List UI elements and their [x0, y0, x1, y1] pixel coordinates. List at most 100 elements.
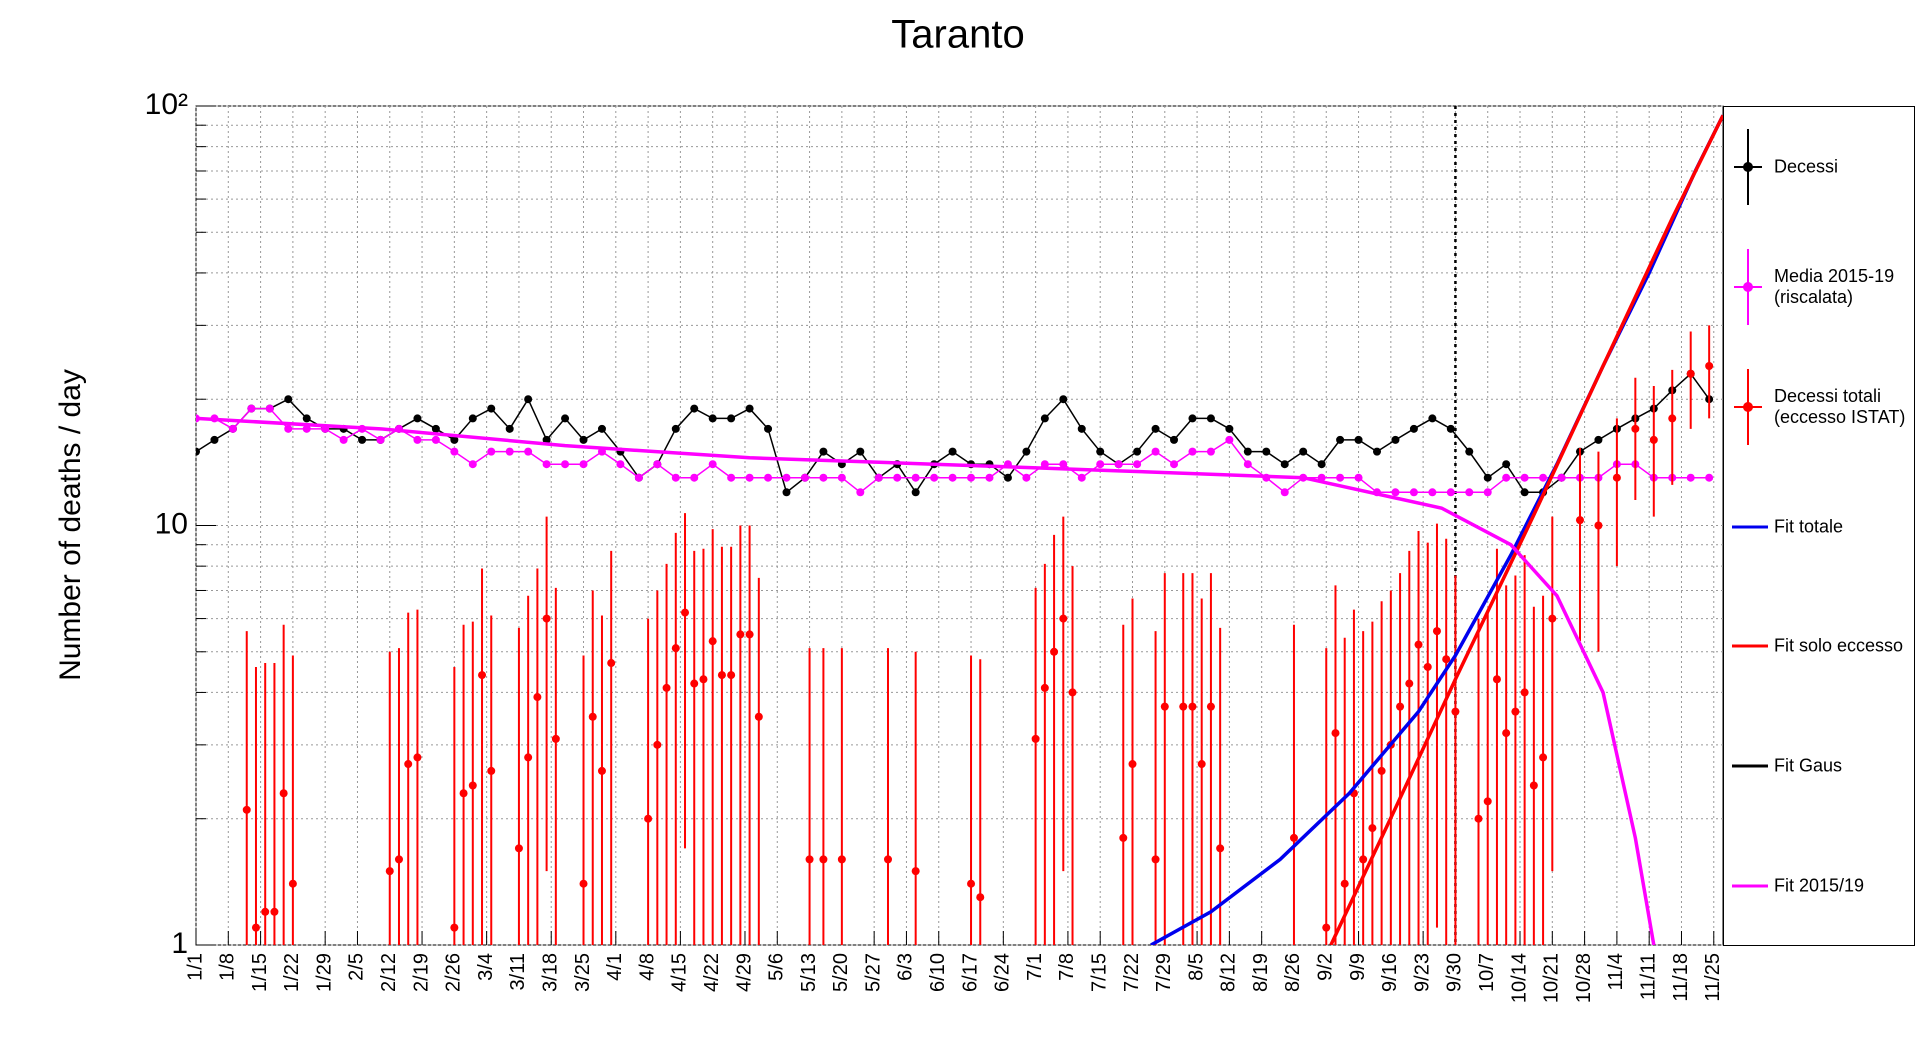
legend-label: Decessi totali (eccesso ISTAT): [1774, 385, 1906, 427]
data-point: [1216, 844, 1225, 853]
data-point: [607, 659, 616, 668]
x-tick-label: 9/2: [1315, 953, 1337, 981]
legend: Decessi Media 2015-19 (riscalata) Decessi …: [1723, 106, 1915, 946]
x-tick-label: 11/11: [1637, 953, 1659, 1000]
legend-label: Media 2015-19 (riscalata): [1774, 265, 1895, 307]
data-point: [1423, 662, 1432, 671]
data-point: [579, 879, 588, 888]
series-line: [196, 407, 1710, 494]
data-point: [1612, 473, 1621, 482]
data-point: [588, 712, 597, 721]
legend-marker: [1743, 401, 1753, 412]
x-tick-label: 7/1: [1024, 953, 1046, 981]
x-tick-label: 7/22: [1121, 953, 1143, 992]
data-point: [1668, 414, 1677, 423]
data-point: [1340, 879, 1349, 888]
data-point: [745, 630, 754, 639]
x-tick-label: 8/5: [1185, 953, 1207, 981]
data-point: [1377, 766, 1386, 775]
x-tick-label: 4/8: [636, 953, 658, 981]
fit-line: [1329, 114, 1723, 945]
x-tick-label: 7/29: [1153, 953, 1175, 992]
legend-marker: [1743, 161, 1753, 172]
x-tick-label: 1/15: [249, 953, 271, 992]
x-tick-label: 6/24: [992, 953, 1014, 992]
data-point: [1575, 516, 1584, 525]
data-point: [1151, 855, 1160, 864]
plot-area: [196, 106, 1723, 945]
legend-symbol: [1732, 764, 1768, 768]
data-point: [967, 879, 976, 888]
data-point: [754, 712, 763, 721]
x-tick-label: 9/16: [1379, 953, 1401, 992]
data-point: [450, 923, 459, 932]
data-point: [1050, 647, 1059, 656]
data-point: [1396, 702, 1405, 711]
data-point: [1483, 797, 1492, 806]
x-tick-label: 3/4: [475, 953, 497, 981]
data-point: [690, 679, 699, 688]
x-tick-label: 1/29: [313, 953, 335, 992]
legend-symbol: [1732, 644, 1768, 648]
legend-symbol: [1734, 128, 1762, 205]
x-tick-label: 5/6: [766, 953, 788, 981]
data-point: [459, 789, 468, 798]
x-tick-label: 1/1: [184, 953, 206, 981]
data-point: [1040, 683, 1049, 692]
x-tick-label: 7/8: [1056, 953, 1078, 981]
data-point: [261, 907, 270, 916]
data-point: [1197, 760, 1206, 769]
data-point: [1649, 435, 1658, 444]
x-tick-label: 8/19: [1250, 953, 1272, 992]
data-point: [1128, 760, 1137, 769]
x-tick-label: 3/25: [572, 953, 594, 992]
data-point: [1160, 702, 1169, 711]
legend-label: Fit solo eccesso: [1774, 635, 1904, 656]
data-point: [394, 855, 403, 864]
data-point: [514, 844, 523, 853]
x-tick-label: 3/18: [540, 953, 562, 992]
data-point: [837, 855, 846, 864]
data-point: [1451, 707, 1460, 716]
data-point: [1529, 781, 1538, 790]
data-point: [1492, 675, 1501, 684]
plot-frame: [195, 105, 1724, 946]
legend-symbol: [1734, 368, 1762, 445]
data-point: [542, 614, 551, 623]
data-point: [385, 867, 394, 876]
data-point: [1520, 688, 1529, 697]
data-point: [533, 693, 542, 702]
fit-line: [196, 416, 1656, 945]
data-point: [242, 805, 251, 814]
data-point: [1432, 627, 1441, 636]
x-tick-label: 7/15: [1088, 953, 1110, 992]
data-point: [1405, 679, 1414, 688]
y-tick-label: 1: [171, 927, 188, 960]
data-point: [805, 855, 814, 864]
legend-symbol: [1732, 884, 1768, 888]
data-point: [1031, 734, 1040, 743]
data-point: [1414, 640, 1423, 649]
data-point: [911, 867, 920, 876]
x-tick-label: 2/12: [378, 953, 400, 992]
data-point: [1059, 614, 1068, 623]
data-point: [1548, 614, 1557, 623]
data-point: [1442, 655, 1451, 664]
data-point: [1686, 369, 1695, 378]
fit-line: [1150, 114, 1723, 945]
data-point: [644, 814, 653, 823]
data-point: [487, 766, 496, 775]
data-point: [270, 907, 279, 916]
x-tick-label: 4/15: [669, 953, 691, 992]
data-point: [478, 671, 487, 680]
data-point: [976, 893, 985, 902]
x-tick-label: 10/14: [1508, 953, 1530, 1003]
data-point: [1368, 824, 1377, 833]
y-tick-label: 10²: [145, 88, 188, 121]
x-tick-label: 10/28: [1573, 953, 1595, 1003]
data-point: [1631, 424, 1640, 433]
data-point: [1511, 707, 1520, 716]
data-point: [727, 671, 736, 680]
x-tick-label: 5/27: [862, 953, 884, 992]
x-tick-label: 6/17: [959, 953, 981, 992]
